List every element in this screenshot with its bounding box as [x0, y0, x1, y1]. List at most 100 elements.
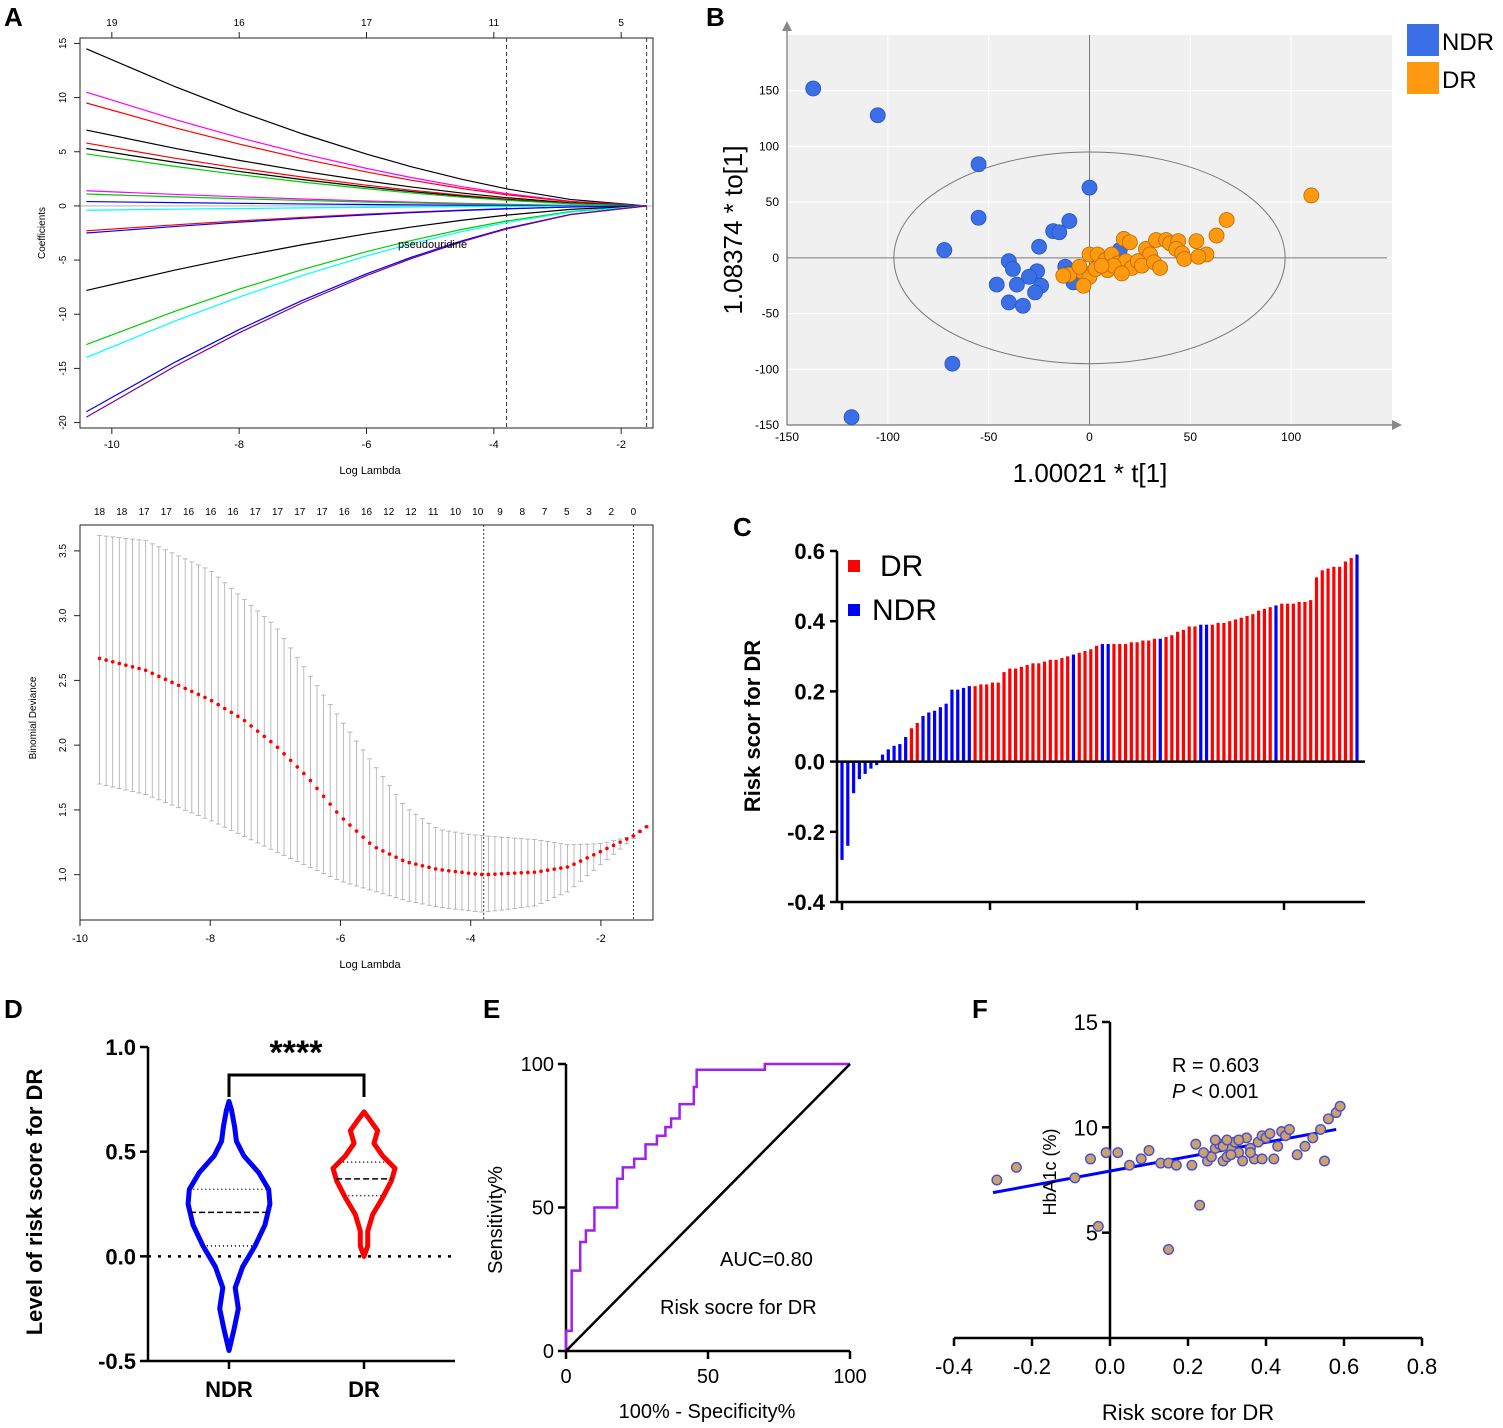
- a1-x-tick-label: -4: [489, 439, 499, 451]
- c-bar-dr: [1048, 659, 1052, 762]
- panel-a2-binomial-deviance: -10 -8 -6 -4 -2 1.0 1.5 2.0 2.5 3.0 3.5 18 18 17 17 16 1…: [28, 507, 654, 971]
- a2-y-tick-label: 1.0: [58, 867, 69, 881]
- a1-x-tick-label: -8: [234, 439, 244, 451]
- c-bar-ndr: [921, 715, 925, 762]
- a2-top-tick-label: 7: [542, 507, 548, 518]
- a2-deviance-point: [196, 692, 201, 697]
- a2-deviance-point: [269, 739, 273, 744]
- c-bar-ndr: [927, 712, 931, 762]
- c-y-tick-label: -0.2: [787, 820, 825, 845]
- a2-deviance-point: [611, 843, 616, 848]
- f-data-point: [991, 1174, 1003, 1186]
- f-data-point: [1135, 1153, 1147, 1165]
- panel-letter-f: F: [972, 994, 988, 1024]
- a2-top-tick-label: 16: [339, 507, 351, 518]
- e-line-roc: [564, 1062, 850, 1351]
- c-y-tick-label: 0.2: [794, 679, 825, 704]
- b-point-dr: [1303, 187, 1320, 204]
- a1-coef-path-14: [86, 205, 647, 346]
- a1-y-tick-label: 0: [58, 203, 69, 209]
- c-bar-dr: [1008, 668, 1012, 762]
- c-bar-dr: [979, 684, 983, 762]
- a1-coef-path-17: [86, 205, 647, 418]
- a2-deviance-point: [183, 686, 188, 691]
- a2-top-tick-label: 16: [183, 507, 195, 518]
- b-point-dr: [1071, 258, 1088, 275]
- b-point-dr: [1121, 234, 1138, 251]
- a1-coef-path-6: [86, 153, 647, 207]
- c-bar-dr: [1210, 624, 1214, 762]
- panel-letter-c: C: [733, 512, 752, 542]
- a2-deviance-point: [110, 659, 115, 664]
- a2-y-tick-label: 2.0: [58, 738, 69, 752]
- c-bar-dr: [1037, 663, 1041, 762]
- c-bar-dr: [1181, 629, 1186, 762]
- e-x-tick-label: 50: [697, 1366, 719, 1388]
- c-bar-ndr: [1199, 624, 1203, 762]
- d-x-tick-label-dr: DR: [348, 1377, 380, 1402]
- f-p-italic: P: [1172, 1081, 1186, 1103]
- a2-deviance-point: [427, 865, 431, 870]
- c-bar-dr: [1066, 656, 1070, 762]
- a2-deviance-point: [433, 867, 438, 871]
- c-bar-dr: [1025, 665, 1029, 762]
- c-bar-dr: [1176, 631, 1180, 762]
- b-point-ndr: [1000, 294, 1017, 311]
- f-data-point: [1264, 1128, 1276, 1140]
- a2-x-axis-label: Log Lambda: [339, 959, 401, 971]
- a2-deviance-point: [598, 849, 603, 854]
- b-point-ndr: [1081, 179, 1098, 196]
- a2-top-tick-label: 5: [564, 507, 570, 518]
- a2-deviance-point: [367, 841, 372, 845]
- c-bar-dr: [1326, 568, 1330, 762]
- c-bar-dr: [1187, 626, 1191, 762]
- a2-deviance-point: [275, 745, 280, 750]
- c-bar-ndr: [904, 737, 908, 762]
- a2-deviance-point: [394, 855, 398, 859]
- d-significance-stars: ****: [270, 1034, 324, 1072]
- c-bar-ndr: [1204, 624, 1209, 762]
- e-y-axis-label: Sensitivity%: [485, 1166, 507, 1274]
- a2-top-tick-label: 9: [497, 507, 503, 518]
- a1-y-tick-label: -10: [58, 307, 69, 322]
- a2-top-tick-label: 12: [383, 507, 395, 518]
- a2-top-tick-label: 11: [428, 507, 439, 518]
- a2-deviance-point: [387, 852, 392, 856]
- a1-coef-path-12: [86, 205, 647, 234]
- a2-deviance-point: [124, 663, 128, 667]
- c-bar-dr: [1297, 601, 1301, 762]
- a2-y-tick-label: 2.5: [58, 673, 69, 687]
- b-x-tick-label: -150: [775, 430, 799, 444]
- f-data-point: [1291, 1149, 1303, 1161]
- f-data-point: [1299, 1140, 1311, 1152]
- b-point-ndr: [1015, 297, 1031, 314]
- b-point-ndr: [1021, 268, 1037, 285]
- b-point-ndr: [936, 242, 953, 258]
- f-data-point: [1233, 1134, 1245, 1146]
- a2-deviance-point: [341, 817, 346, 821]
- a2-deviance-point: [559, 866, 563, 870]
- d-y-tick-label: 1.0: [105, 1035, 136, 1060]
- f-data-point: [1315, 1123, 1327, 1135]
- c-bar-dr: [1060, 658, 1064, 762]
- c-legend-ndr-swatch: [848, 604, 860, 616]
- c-bar-dr: [973, 686, 977, 762]
- a1-coef-path-15: [86, 205, 647, 359]
- a2-deviance-point: [308, 778, 313, 783]
- d-significance-bracket: [227, 1073, 366, 1097]
- a1-x-tick-label: -2: [616, 439, 626, 451]
- a2-deviance-point: [512, 871, 517, 875]
- a2-deviance-point: [163, 677, 168, 682]
- panel-c-risk-score-bars: -0.4 -0.2 0.0 0.2 0.4 0.6 Risk scor for DR DR…: [740, 539, 1365, 915]
- a2-deviance-point: [545, 868, 550, 872]
- a2-deviance-point: [644, 824, 649, 829]
- b-point-dr: [1152, 259, 1168, 276]
- a2-deviance-point: [578, 859, 583, 863]
- a2-y-axis-label: Binomial Deviance: [28, 676, 39, 759]
- b-y-tick-label: -150: [755, 418, 779, 432]
- b-x-axis-label: 1.00021 * t[1]: [1013, 458, 1168, 488]
- b-y-tick-label: 150: [759, 84, 779, 98]
- c-bar-dr: [1129, 642, 1133, 762]
- f-data-point: [1084, 1153, 1096, 1165]
- c-bar-dr: [1002, 672, 1006, 762]
